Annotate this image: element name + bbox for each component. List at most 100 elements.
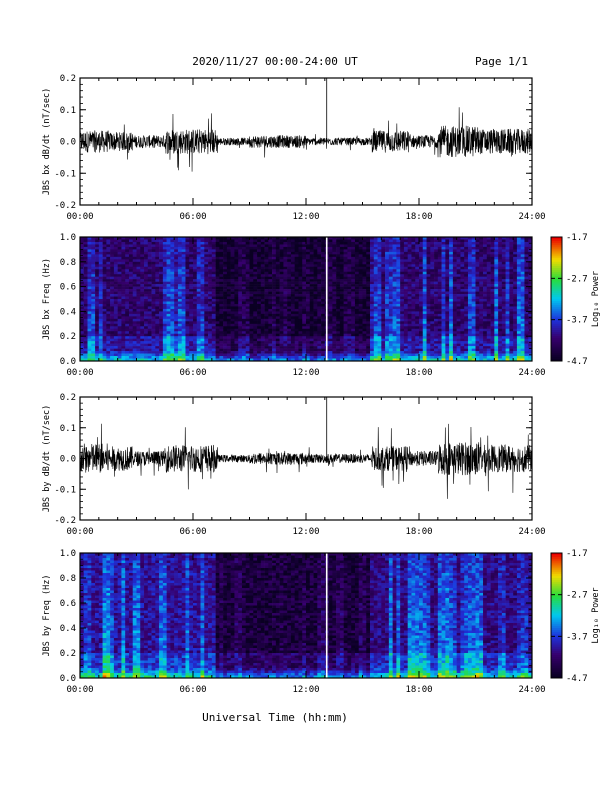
heatmap-cell [159, 241, 164, 245]
heatmap-cell [328, 336, 333, 339]
heatmap-cell [426, 299, 431, 302]
heatmap-cell [140, 358, 145, 362]
heatmap-cell [87, 281, 92, 285]
heatmap-cell [287, 318, 292, 322]
heatmap-cell [132, 279, 137, 282]
heatmap-cell [294, 356, 299, 359]
heatmap-cell [437, 237, 442, 240]
heatmap-cell [166, 331, 171, 335]
heatmap-cell [279, 269, 284, 273]
heatmap-cell [185, 294, 190, 297]
heatmap-cell [306, 251, 311, 255]
heatmap-cell [317, 356, 322, 359]
heatmap-cell [407, 311, 412, 315]
heatmap-cell [95, 326, 100, 330]
heatmap-cell [125, 274, 130, 277]
heatmap-cell [185, 271, 190, 275]
heatmap-cell [151, 254, 156, 258]
heatmap-cell [132, 286, 137, 290]
heatmap-cell [147, 306, 152, 310]
heatmap-cell [290, 356, 295, 359]
heatmap-cell [234, 336, 239, 339]
heatmap-cell [136, 276, 141, 280]
heatmap-cell [422, 239, 427, 243]
heatmap-cell [102, 237, 107, 240]
heatmap-cell [95, 301, 100, 305]
heatmap-cell [385, 321, 390, 325]
heatmap-cell [102, 348, 107, 352]
heatmap-cell [249, 281, 254, 285]
heatmap-cell [121, 244, 126, 248]
heatmap-cell [332, 343, 337, 347]
heatmap-cell [162, 276, 167, 280]
heatmap-cell [132, 261, 137, 265]
heatmap-cell [83, 241, 88, 245]
heatmap-cell [98, 333, 103, 337]
heatmap-cell [257, 249, 262, 253]
heatmap-cell [422, 259, 427, 263]
heatmap-cell [407, 321, 412, 325]
heatmap-cell [253, 286, 258, 290]
heatmap-cell [80, 294, 85, 297]
heatmap-cell [170, 286, 175, 290]
heatmap-cell [241, 336, 247, 339]
heatmap-cell [354, 336, 360, 339]
heatmap-cell [381, 259, 386, 263]
heatmap-cell [268, 264, 273, 268]
heatmap-cell [430, 276, 435, 280]
heatmap-cell [400, 326, 405, 330]
heatmap-cell [373, 241, 378, 245]
heatmap-cell [238, 358, 243, 362]
heatmap-cell [253, 279, 258, 282]
heatmap-cell [204, 249, 209, 253]
heatmap-cell [415, 299, 420, 302]
heatmap-cell [306, 284, 311, 287]
heatmap-cell [351, 274, 356, 277]
heatmap-cell [177, 343, 182, 347]
heatmap-cell [260, 276, 265, 280]
heatmap-cell [170, 308, 175, 312]
heatmap-cell [403, 331, 408, 335]
heatmap-cell [121, 331, 126, 335]
heatmap-cell [275, 254, 280, 258]
heatmap-cell [95, 286, 100, 290]
heatmap-cell [373, 294, 378, 297]
heatmap-cell [366, 326, 371, 330]
heatmap-cell [354, 266, 360, 270]
heatmap-cell [309, 316, 314, 320]
heatmap-cell [396, 241, 401, 245]
heatmap-cell [328, 249, 333, 253]
heatmap-cell [140, 308, 145, 312]
heatmap-cell [121, 348, 126, 352]
heatmap-cell [91, 271, 96, 275]
heatmap-cell [306, 303, 311, 307]
heatmap-cell [117, 271, 122, 275]
heatmap-cell [87, 269, 92, 273]
heatmap-cell [339, 299, 344, 302]
heatmap-cell [275, 276, 280, 280]
heatmap-cell [336, 279, 341, 282]
heatmap-cell [373, 249, 378, 253]
heatmap-cell [95, 336, 100, 339]
heatmap-cell [388, 351, 393, 354]
heatmap-cell [385, 346, 390, 349]
heatmap-cell [140, 318, 145, 322]
heatmap-cell [234, 356, 239, 359]
heatmap-cell [144, 239, 149, 243]
heatmap-cell [87, 308, 92, 312]
heatmap-cell [219, 328, 224, 332]
heatmap-cell [445, 244, 450, 248]
heatmap-cell [159, 249, 164, 253]
heatmap-cell [415, 284, 420, 287]
heatmap-cell [128, 353, 134, 357]
heatmap-cell [298, 333, 303, 337]
heatmap-cell [166, 341, 171, 344]
heatmap-cell [189, 306, 194, 310]
heatmap-cell [407, 289, 412, 292]
heatmap-cell [434, 306, 439, 310]
heatmap-cell [166, 333, 171, 337]
heatmap-cell [377, 266, 382, 270]
heatmap-cell [434, 313, 439, 317]
heatmap-cell [392, 266, 397, 270]
heatmap-cell [253, 333, 258, 337]
